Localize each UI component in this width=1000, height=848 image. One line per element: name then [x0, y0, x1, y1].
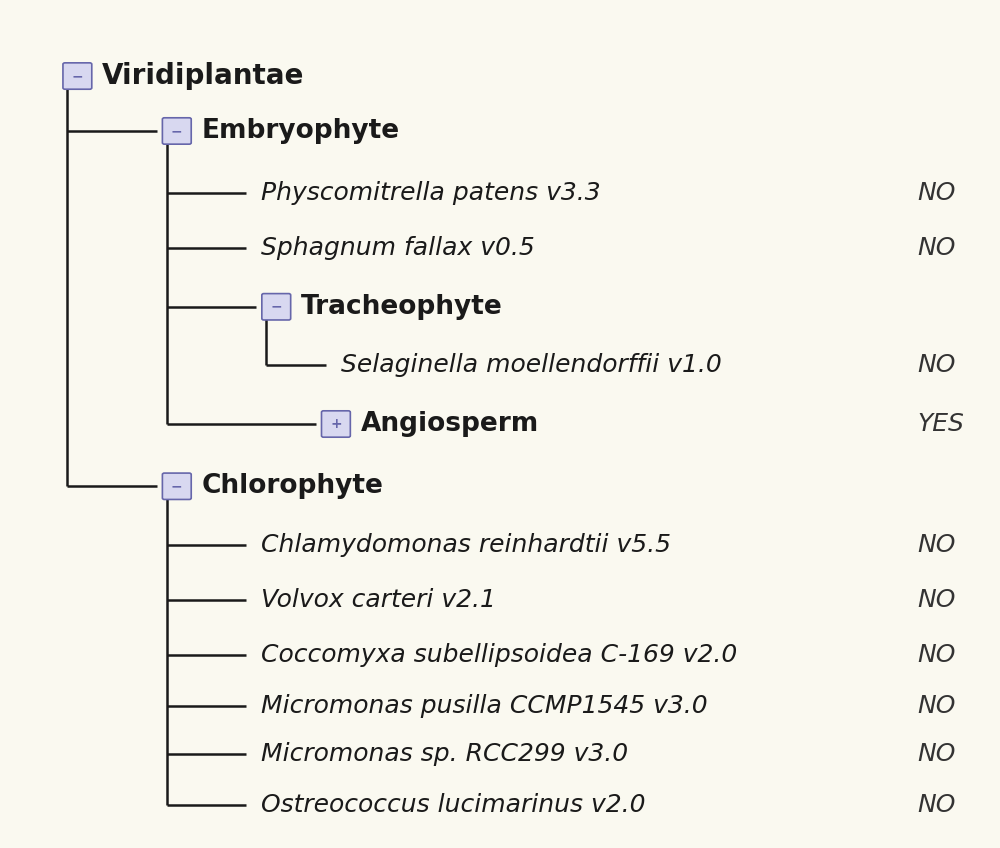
- Text: NO: NO: [918, 588, 956, 611]
- Text: Angiosperm: Angiosperm: [361, 411, 539, 437]
- Text: NO: NO: [918, 694, 956, 718]
- Text: Embryophyte: Embryophyte: [202, 118, 400, 144]
- FancyBboxPatch shape: [162, 473, 191, 499]
- Text: NO: NO: [918, 643, 956, 667]
- Text: −: −: [72, 69, 83, 83]
- Text: −: −: [270, 300, 282, 314]
- FancyBboxPatch shape: [321, 410, 350, 438]
- Text: NO: NO: [918, 237, 956, 260]
- Text: −: −: [171, 479, 183, 494]
- Text: Volvox carteri v2.1: Volvox carteri v2.1: [261, 588, 496, 611]
- Text: Ostreococcus lucimarinus v2.0: Ostreococcus lucimarinus v2.0: [261, 793, 646, 817]
- Text: NO: NO: [918, 742, 956, 766]
- Text: NO: NO: [918, 793, 956, 817]
- Text: NO: NO: [918, 533, 956, 557]
- FancyBboxPatch shape: [63, 63, 92, 89]
- Text: Sphagnum fallax v0.5: Sphagnum fallax v0.5: [261, 237, 535, 260]
- Text: −: −: [171, 124, 183, 138]
- Text: NO: NO: [918, 354, 956, 377]
- Text: Physcomitrella patens v3.3: Physcomitrella patens v3.3: [261, 181, 601, 205]
- FancyBboxPatch shape: [162, 118, 191, 144]
- Text: Coccomyxa subellipsoidea C-169 v2.0: Coccomyxa subellipsoidea C-169 v2.0: [261, 643, 738, 667]
- Text: Selaginella moellendorffii v1.0: Selaginella moellendorffii v1.0: [341, 354, 722, 377]
- Text: Viridiplantae: Viridiplantae: [102, 62, 305, 90]
- Text: Micromonas pusilla CCMP1545 v3.0: Micromonas pusilla CCMP1545 v3.0: [261, 694, 708, 718]
- Text: NO: NO: [918, 181, 956, 205]
- Text: Tracheophyte: Tracheophyte: [301, 293, 503, 320]
- Text: Chlamydomonas reinhardtii v5.5: Chlamydomonas reinhardtii v5.5: [261, 533, 671, 557]
- FancyBboxPatch shape: [262, 293, 291, 320]
- Text: YES: YES: [918, 412, 965, 436]
- Text: +: +: [330, 417, 342, 431]
- Text: Micromonas sp. RCC299 v3.0: Micromonas sp. RCC299 v3.0: [261, 742, 628, 766]
- Text: Chlorophyte: Chlorophyte: [202, 473, 384, 499]
